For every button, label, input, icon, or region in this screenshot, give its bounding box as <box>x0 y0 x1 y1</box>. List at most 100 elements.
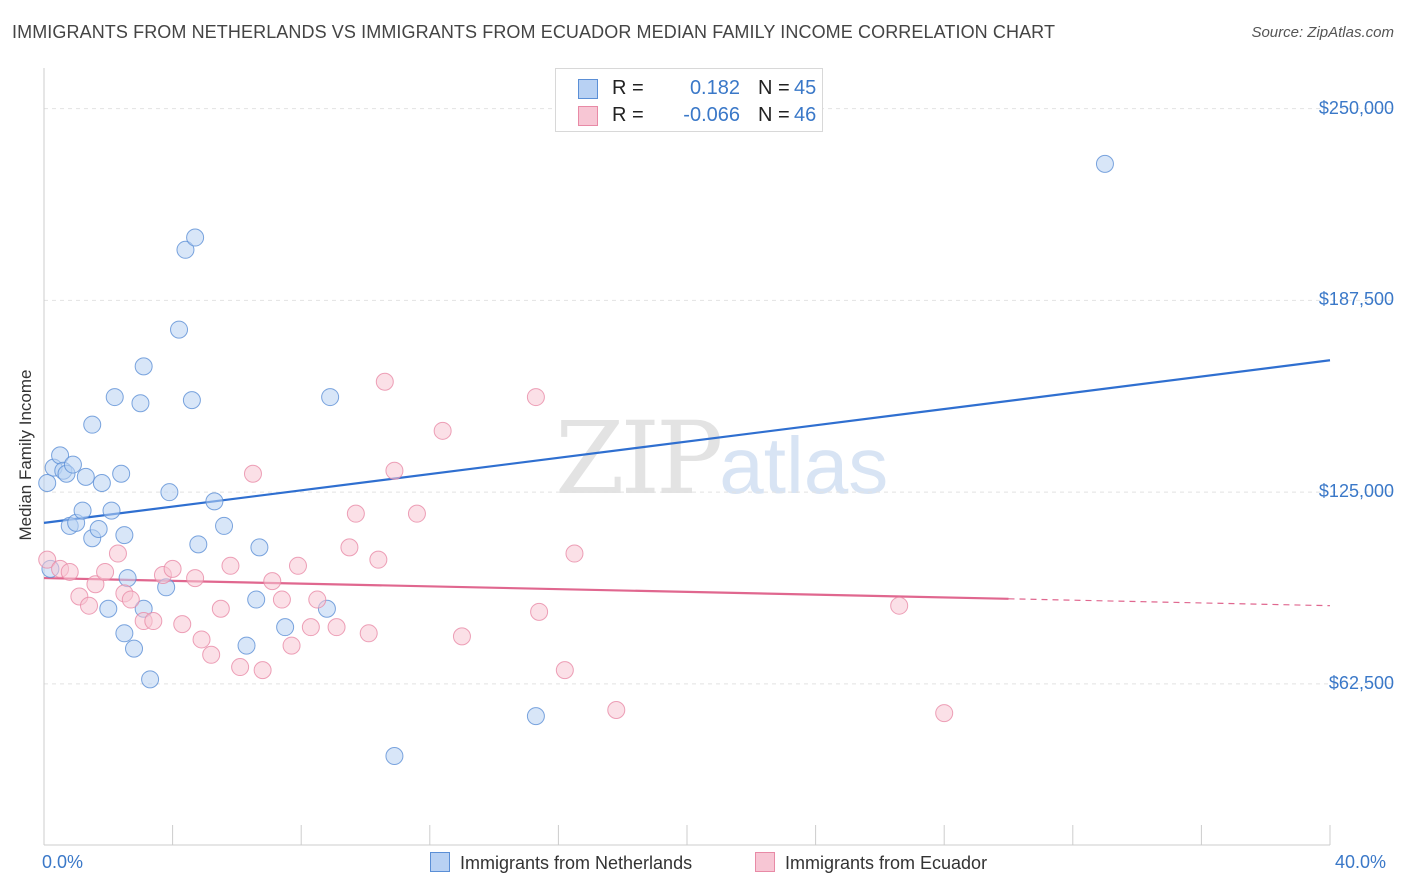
point-ecuador-6 <box>96 562 115 581</box>
point-netherlands-13 <box>89 519 108 538</box>
legend-r-value-ecuador: -0.066 <box>683 104 740 126</box>
point-ecuador-23 <box>263 572 282 591</box>
grid-lines <box>44 108 1395 685</box>
point-netherlands-14 <box>92 473 111 492</box>
point-ecuador-31 <box>346 504 365 523</box>
point-ecuador-40 <box>530 602 549 621</box>
x-tick-label-min: 0.0% <box>42 852 84 872</box>
legend-r-value-netherlands: 0.182 <box>689 77 740 99</box>
data-points <box>38 154 1114 766</box>
point-ecuador-34 <box>375 372 394 391</box>
point-netherlands-22 <box>125 639 144 658</box>
point-netherlands-1 <box>38 473 57 492</box>
point-ecuador-5 <box>86 575 105 594</box>
series-swatch-ecuador <box>755 852 775 872</box>
point-ecuador-9 <box>121 590 140 609</box>
legend-n-value-ecuador: 46 <box>794 104 817 126</box>
source-label: Source: ZipAtlas.com <box>1251 24 1394 41</box>
point-ecuador-38 <box>452 627 471 646</box>
point-ecuador-16 <box>192 630 211 649</box>
point-netherlands-39 <box>276 618 295 637</box>
point-ecuador-32 <box>359 624 378 643</box>
trend-lines <box>43 359 1331 607</box>
point-ecuador-36 <box>407 504 426 523</box>
point-netherlands-33 <box>189 535 208 554</box>
y-tick-label-0: $62,500 <box>1328 672 1394 693</box>
point-netherlands-35 <box>215 516 234 535</box>
point-netherlands-32 <box>186 228 205 247</box>
point-ecuador-39 <box>526 388 545 407</box>
series-label-netherlands: Immigrants from Netherlands <box>460 853 693 873</box>
legend-r-label: R = <box>612 77 644 99</box>
point-netherlands-41 <box>321 388 340 407</box>
point-netherlands-21 <box>118 569 137 588</box>
series-legend-ecuador: Immigrants from Ecuador <box>755 852 987 874</box>
point-netherlands-29 <box>170 320 189 339</box>
axes <box>43 68 1331 846</box>
legend-swatch-netherlands <box>578 79 598 99</box>
series-label-ecuador: Immigrants from Ecuador <box>785 853 988 873</box>
point-ecuador-22 <box>253 661 272 680</box>
y-tick-label-1: $125,000 <box>1318 481 1394 502</box>
point-netherlands-23 <box>131 394 150 413</box>
point-netherlands-43 <box>526 707 545 726</box>
point-ecuador-24 <box>272 590 291 609</box>
x-tick-label-max: 40.0% <box>1335 852 1387 872</box>
point-ecuador-42 <box>565 544 584 563</box>
point-ecuador-45 <box>935 704 954 723</box>
watermark-atlas: atlas <box>719 421 889 510</box>
correlation-legend: R = 0.182 N = 45 R = -0.066 N = 46 <box>555 68 823 132</box>
point-ecuador-43 <box>607 701 626 720</box>
series-legend-netherlands: Immigrants from Netherlands <box>430 852 692 874</box>
legend-n-label: N = <box>758 104 790 126</box>
trend-line-ecuador <box>43 576 1009 600</box>
point-ecuador-7 <box>108 544 127 563</box>
trend-line-netherlands <box>43 359 1331 524</box>
legend-swatch-ecuador <box>578 106 598 126</box>
point-netherlands-18 <box>112 464 131 483</box>
chart-title: IMMIGRANTS FROM NETHERLANDS VS IMMIGRANT… <box>12 22 1056 42</box>
point-ecuador-21 <box>243 464 262 483</box>
point-ecuador-19 <box>221 556 240 575</box>
point-ecuador-25 <box>282 636 301 655</box>
point-netherlands-28 <box>160 483 179 502</box>
point-netherlands-36 <box>237 636 256 655</box>
point-ecuador-28 <box>308 590 327 609</box>
point-netherlands-26 <box>141 670 160 689</box>
point-ecuador-11 <box>144 612 163 631</box>
point-ecuador-13 <box>163 559 182 578</box>
point-netherlands-19 <box>115 526 134 545</box>
point-netherlands-10 <box>76 467 95 486</box>
watermark: ZIPatlas <box>555 400 888 517</box>
point-netherlands-30 <box>176 240 195 259</box>
point-ecuador-37 <box>433 421 452 440</box>
y-tick-label-3: $250,000 <box>1318 97 1394 118</box>
y-axis-label: Median Family Income <box>16 369 35 541</box>
point-ecuador-30 <box>340 538 359 557</box>
point-ecuador-27 <box>301 618 320 637</box>
point-ecuador-20 <box>231 658 250 677</box>
point-ecuador-26 <box>288 556 307 575</box>
point-netherlands-25 <box>134 357 153 376</box>
point-ecuador-35 <box>385 461 404 480</box>
point-netherlands-20 <box>115 624 134 643</box>
legend-n-label: N = <box>758 77 790 99</box>
point-ecuador-44 <box>890 596 909 615</box>
point-ecuador-33 <box>369 550 388 569</box>
point-netherlands-42 <box>385 747 404 766</box>
point-netherlands-38 <box>250 538 269 557</box>
trend-line-ecuador-extension <box>1008 598 1331 607</box>
point-netherlands-15 <box>99 599 118 618</box>
point-ecuador-14 <box>173 615 192 634</box>
point-ecuador-0 <box>38 550 57 569</box>
legend-n-value-netherlands: 45 <box>794 77 817 99</box>
watermark-zip: ZIP <box>555 400 723 517</box>
point-ecuador-2 <box>60 562 79 581</box>
point-netherlands-34 <box>205 492 224 511</box>
legend-r-label: R = <box>612 104 644 126</box>
point-netherlands-31 <box>182 391 201 410</box>
point-ecuador-18 <box>211 599 230 618</box>
point-netherlands-9 <box>73 501 92 520</box>
point-ecuador-29 <box>327 618 346 637</box>
point-netherlands-37 <box>247 590 266 609</box>
